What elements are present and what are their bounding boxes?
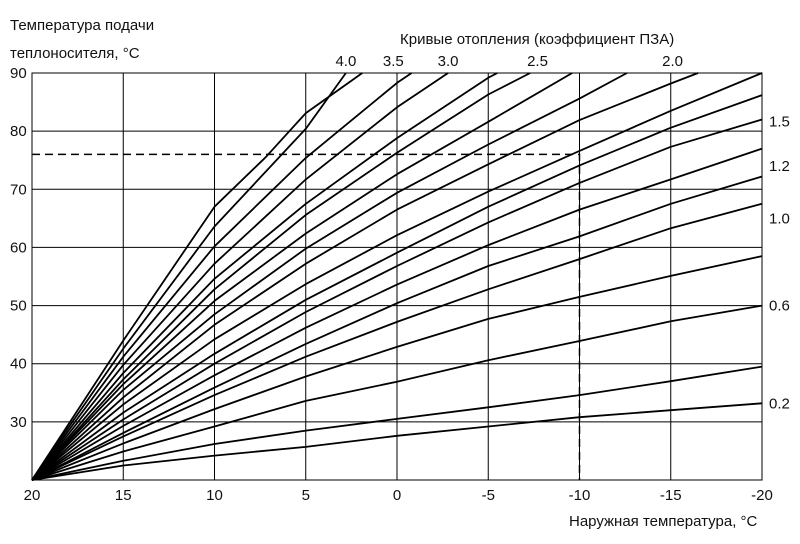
x-tick-label: 0 bbox=[393, 487, 401, 504]
heating-curve bbox=[31, 365, 763, 481]
x-tick-label: -10 bbox=[569, 487, 591, 504]
curve-label-right: 1.2 bbox=[769, 158, 790, 175]
x-tick-label: 20 bbox=[24, 487, 41, 504]
reference-dashed-line bbox=[32, 153, 581, 480]
curve-label-top: 2.5 bbox=[527, 53, 548, 70]
x-tick-label: 5 bbox=[302, 487, 310, 504]
heating-curve bbox=[31, 72, 498, 481]
heating-curve bbox=[31, 72, 699, 481]
curve-label-top: 3.0 bbox=[438, 53, 459, 70]
heating-curve bbox=[31, 255, 763, 481]
heating-curve bbox=[31, 402, 763, 481]
y-tick-label: 40 bbox=[10, 356, 27, 373]
heating-curve bbox=[31, 72, 347, 481]
heating-curve bbox=[31, 304, 763, 481]
heating-curve bbox=[31, 118, 763, 481]
heating-curve bbox=[31, 175, 763, 481]
curve-label-top: 3.5 bbox=[383, 53, 404, 70]
heating-curve bbox=[31, 72, 573, 481]
heating-curve bbox=[31, 72, 413, 481]
heating-curve bbox=[31, 72, 531, 481]
heating-curve bbox=[31, 72, 363, 481]
heating-curve bbox=[31, 94, 763, 481]
y-tick-label: 70 bbox=[10, 181, 27, 198]
x-axis-title: Наружная температура, °C bbox=[569, 513, 758, 530]
heating-curve bbox=[31, 72, 763, 481]
heating-curve bbox=[31, 147, 763, 481]
heating-curve bbox=[31, 202, 763, 481]
x-tick-label: -5 bbox=[482, 487, 495, 504]
y-axis-title-line-2: теплоносителя, °C bbox=[10, 45, 140, 62]
x-tick-label: -20 bbox=[751, 487, 773, 504]
y-tick-label: 60 bbox=[10, 239, 27, 256]
x-tick-label: 10 bbox=[206, 487, 223, 504]
chart-title: Кривые отопления (коэффициент ПЗА) bbox=[400, 31, 674, 48]
curve-label-right: 0.6 bbox=[769, 298, 790, 315]
x-tick-label: 15 bbox=[115, 487, 132, 504]
plot-frame bbox=[31, 72, 763, 481]
y-tick-label: 50 bbox=[10, 298, 27, 315]
curve-label-top: 4.0 bbox=[335, 53, 356, 70]
curve-label-right: 1.0 bbox=[769, 210, 790, 227]
curve-label-right: 0.2 bbox=[769, 395, 790, 412]
y-axis-title-line-1: Температура подачи bbox=[10, 17, 154, 34]
x-tick-label: -15 bbox=[660, 487, 682, 504]
curve-label-top: 2.0 bbox=[662, 53, 683, 70]
y-tick-label: 90 bbox=[10, 65, 27, 82]
curve-label-right: 1.5 bbox=[769, 113, 790, 130]
y-tick-label: 80 bbox=[10, 123, 27, 140]
y-tick-label: 30 bbox=[10, 414, 27, 431]
heating-curve bbox=[31, 72, 628, 481]
heating-curve bbox=[31, 72, 449, 481]
